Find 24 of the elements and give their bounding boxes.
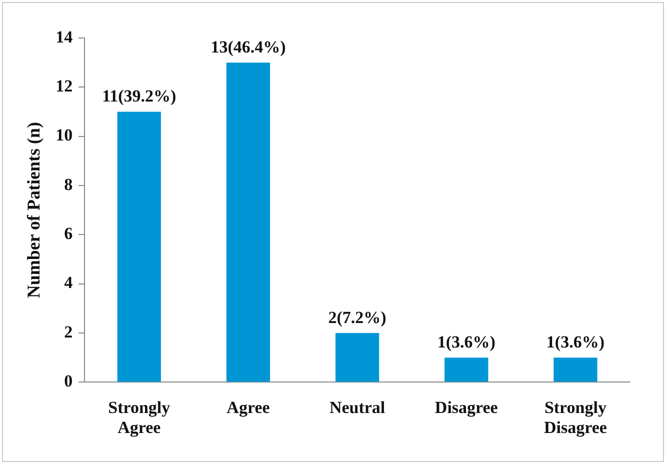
x-tick-label: Agree — [226, 398, 270, 417]
y-tick-label: 0 — [64, 372, 73, 391]
x-tick-label: Strongly Agree — [108, 398, 171, 438]
data-label: 11(39.2%) — [102, 86, 176, 106]
data-label: 2(7.2%) — [328, 308, 386, 327]
y-tick-label: 2 — [64, 322, 73, 342]
y-tick-label: 4 — [64, 273, 74, 292]
x-tick-label: Neutral — [329, 398, 386, 417]
bar — [554, 358, 598, 382]
bar — [335, 333, 380, 382]
y-tick-label: 10 — [56, 126, 73, 145]
bar — [226, 62, 270, 382]
x-tick-label: Disagree — [434, 398, 498, 417]
x-tick-label: Strongly Disagree — [544, 398, 608, 438]
y-axis-title: Number of Patients (n) — [23, 122, 44, 298]
bar — [117, 112, 161, 382]
y-tick-label: 14 — [56, 27, 74, 46]
y-tick-label: 8 — [64, 174, 73, 194]
data-label: 1(3.6%) — [546, 332, 604, 352]
data-label: 13(46.4%) — [210, 37, 286, 56]
data-label: 1(3.6%) — [437, 332, 496, 352]
y-tick-label: 12 — [56, 76, 73, 96]
bar — [444, 358, 488, 382]
y-tick-label: 6 — [64, 224, 73, 244]
